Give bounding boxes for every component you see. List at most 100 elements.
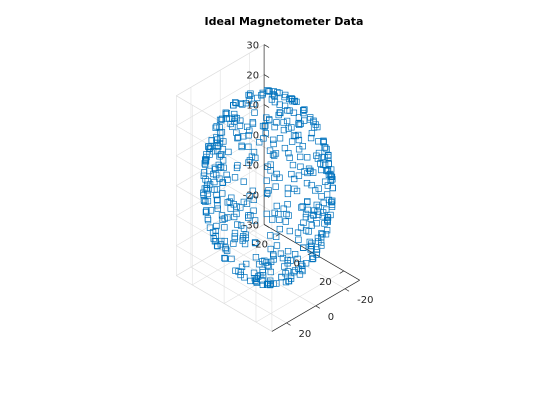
data-point [283,210,290,218]
data-point [314,123,321,131]
data-point [245,214,252,221]
data-point [227,205,234,212]
data-point [324,167,331,174]
data-point [281,144,289,152]
x-tick-mark [275,233,281,237]
data-point [269,91,276,98]
y-tick-label: 20 [299,329,312,340]
z-tick-label: 10 [246,101,259,112]
data-point [262,130,269,137]
data-point [230,240,237,247]
data-point [318,193,325,200]
y-tick-mark [315,305,320,309]
data-point [286,107,293,114]
data-point [285,95,293,103]
data-point [260,135,267,142]
data-point [215,164,223,171]
data-point [302,213,310,221]
data-point [256,139,263,146]
data-point [212,227,219,235]
data-point [294,229,302,236]
data-point [241,274,248,281]
data-point [222,109,229,116]
data-point [204,215,212,222]
data-point [284,184,292,192]
data-point [263,259,270,266]
data-point [278,273,285,281]
data-point [200,172,207,179]
data-point [204,177,211,185]
data-point [313,201,320,209]
data-point [202,161,209,168]
data-point [310,211,317,219]
data-point [245,132,252,139]
z-tick-mark [263,224,270,228]
data-point [245,159,252,166]
data-point [219,216,226,223]
data-point [307,167,314,174]
data-point [223,171,230,179]
data-point [315,138,322,145]
data-point [214,205,221,212]
data-point [313,152,320,159]
data-point [290,109,298,116]
data-point [241,240,249,248]
data-point [308,181,315,189]
data-point [277,250,285,257]
data-point [262,122,269,129]
data-point [273,202,280,210]
data-point [221,237,228,245]
y-tick-label: -20 [357,295,373,306]
y-tick-mark [344,288,350,292]
data-point [281,93,288,101]
data-point [307,134,315,142]
data-point [269,216,276,223]
data-point [238,142,245,149]
data-point [327,177,335,184]
data-point [213,222,220,230]
data-point [250,100,257,108]
z-tick-mark [263,44,270,48]
data-point [247,90,254,97]
data-point [211,186,218,193]
data-point [318,230,325,237]
data-point [320,199,327,207]
data-point [304,198,311,206]
data-point [292,132,299,140]
data-point [281,263,288,270]
data-point [202,157,209,164]
data-point [236,122,244,129]
data-point [245,212,252,219]
pane-border [176,95,273,152]
data-point [309,255,317,262]
data-point [307,242,315,250]
data-point [204,216,212,224]
data-point [295,236,302,243]
data-point [237,117,244,124]
data-point [251,109,258,116]
data-point [206,145,213,152]
tick-labels: -30 -20 -10 0 10 20 30 -20 0 20 -20 0 20 [243,41,374,340]
data-point [273,119,280,126]
data-point [295,172,303,179]
data-point [250,207,257,214]
data-point [246,192,253,200]
data-point [285,212,292,219]
data-point [285,150,292,157]
data-point [231,235,238,243]
data-point [200,189,207,196]
data-point [219,157,227,164]
z-tick-label: 30 [246,41,259,52]
data-point [250,269,258,276]
data-point [282,270,289,277]
data-point [294,255,301,263]
pane-border [176,275,273,332]
data-point [264,87,271,94]
pane-border [176,44,265,97]
data-point [259,122,267,130]
data-point [295,136,303,144]
data-point [287,275,295,282]
z-tick-label: 20 [246,71,259,82]
data-point [266,281,274,289]
data-point [304,206,311,214]
